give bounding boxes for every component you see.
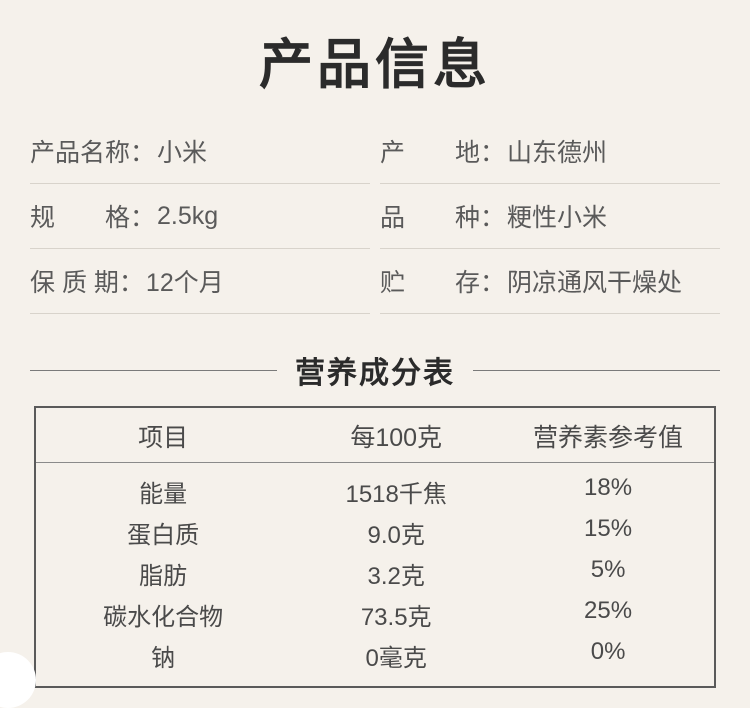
cell: 能量	[36, 471, 290, 512]
cell: 18%	[502, 471, 714, 512]
info-row: 产 地： 山东德州	[380, 119, 720, 184]
table-row: 脂肪 3.2克 5%	[36, 553, 714, 594]
cell: 钠	[36, 635, 290, 676]
table-row: 碳水化合物 73.5克 25%	[36, 594, 714, 635]
divider-line	[30, 370, 277, 371]
nutrition-section-header: 营养成分表	[30, 348, 720, 392]
info-value: 12个月	[146, 263, 224, 299]
colon: ：	[480, 198, 505, 234]
info-row: 品 种： 粳性小米	[380, 184, 720, 249]
corner-notch	[0, 652, 36, 708]
info-label: 产 地	[380, 133, 480, 169]
table-row: 能量 1518千焦 18%	[36, 471, 714, 512]
col-header: 项目	[36, 408, 290, 462]
info-value: 2.5kg	[157, 202, 218, 231]
info-value: 山东德州	[507, 133, 607, 169]
table-row: 蛋白质 9.0克 15%	[36, 512, 714, 553]
cell: 73.5克	[290, 594, 502, 635]
cell: 1518千焦	[290, 471, 502, 512]
cell: 3.2克	[290, 553, 502, 594]
cell: 25%	[502, 594, 714, 635]
info-row: 保 质 期： 12个月	[30, 249, 370, 314]
cell: 0毫克	[290, 635, 502, 676]
nutrition-table-body: 能量 1518千焦 18% 蛋白质 9.0克 15% 脂肪 3.2克 5% 碳水…	[36, 463, 714, 686]
info-value: 小米	[157, 133, 207, 169]
info-row: 产品名称： 小米	[30, 119, 370, 184]
info-value: 阴凉通风干燥处	[507, 263, 682, 299]
cell: 0%	[502, 635, 714, 676]
info-label: 保 质 期	[30, 263, 119, 299]
nutrition-table: 项目 每100克 营养素参考值 能量 1518千焦 18% 蛋白质 9.0克 1…	[34, 406, 716, 688]
cell: 蛋白质	[36, 512, 290, 553]
info-row: 规 格： 2.5kg	[30, 184, 370, 249]
colon: ：	[130, 133, 155, 169]
colon: ：	[119, 263, 144, 299]
product-info-grid: 产品名称： 小米 产 地： 山东德州 规 格： 2.5kg 品 种： 粳性小米 …	[30, 119, 720, 314]
nutrition-table-header: 项目 每100克 营养素参考值	[36, 408, 714, 463]
colon: ：	[480, 133, 505, 169]
info-label: 贮 存	[380, 263, 480, 299]
cell: 5%	[502, 553, 714, 594]
divider-line	[473, 370, 720, 371]
page-title: 产品信息	[30, 0, 720, 119]
info-value: 粳性小米	[507, 198, 607, 234]
colon: ：	[130, 198, 155, 234]
cell: 9.0克	[290, 512, 502, 553]
col-header: 每100克	[290, 408, 502, 462]
info-label: 产品名称	[30, 133, 130, 169]
col-header: 营养素参考值	[502, 408, 714, 462]
nutrition-title: 营养成分表	[277, 348, 473, 392]
cell: 15%	[502, 512, 714, 553]
cell: 脂肪	[36, 553, 290, 594]
product-info-card: 产品信息 产品名称： 小米 产 地： 山东德州 规 格： 2.5kg 品 种： …	[0, 0, 750, 688]
cell: 碳水化合物	[36, 594, 290, 635]
colon: ：	[480, 263, 505, 299]
info-label: 品 种	[380, 198, 480, 234]
table-row: 钠 0毫克 0%	[36, 635, 714, 676]
info-label: 规 格	[30, 198, 130, 234]
info-row: 贮 存： 阴凉通风干燥处	[380, 249, 720, 314]
